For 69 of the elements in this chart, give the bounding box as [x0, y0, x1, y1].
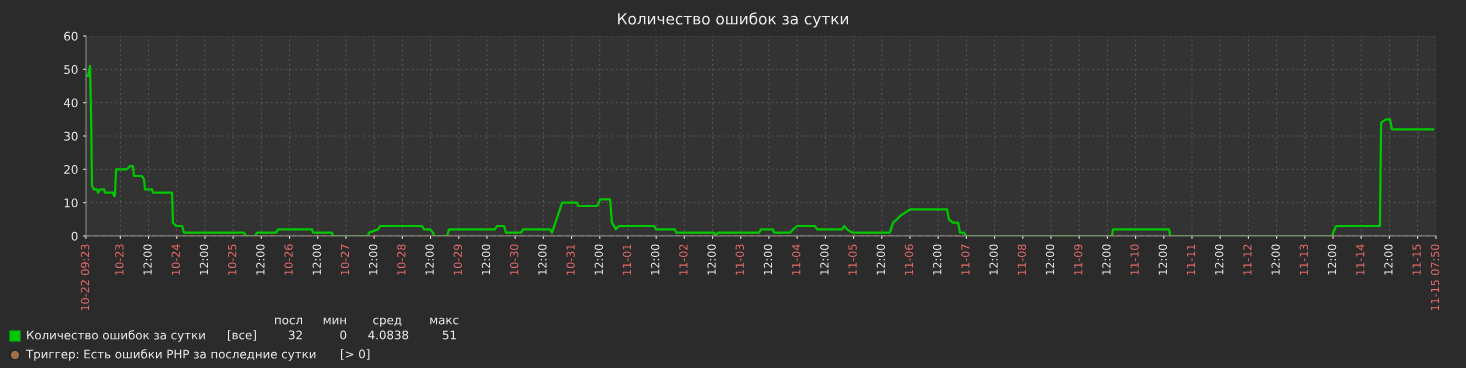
y-tick-label: 30 — [64, 131, 78, 141]
x-tick-label: 12:00 — [199, 244, 209, 275]
y-tick-label: 0 — [71, 231, 78, 241]
x-tick-label: 10-30 — [509, 244, 519, 275]
x-tick-label: 11-06 — [904, 244, 914, 275]
x-tick-label: 11-04 — [791, 244, 801, 275]
x-tick-label: 12:00 — [425, 244, 434, 275]
x-tick-label: 11-12 — [1243, 244, 1252, 275]
x-tick-label: 12:00 — [256, 244, 265, 275]
x-tick-label: 11-13 — [1299, 244, 1309, 275]
text: [> 0] — [341, 349, 370, 360]
text: 51 — [442, 330, 456, 340]
x-tick-label: 12:00 — [650, 244, 660, 275]
x-tick-label: 12:00 — [1327, 244, 1337, 275]
y-tick-label: 20 — [64, 165, 78, 174]
x-tick-label: 11-05 — [848, 244, 857, 275]
x-tick-label: 12:00 — [876, 244, 885, 275]
x-tick-label: 11-03 — [735, 244, 744, 275]
x-tick-label: 10-27 — [340, 244, 350, 275]
x-tick-label: 11-11 — [1186, 244, 1196, 275]
x-tick-label: 10-24 — [171, 244, 180, 275]
y-tick-label: 50 — [64, 65, 78, 74]
x-tick-label: 12:00 — [481, 244, 491, 275]
x-tick-label: 11-10 — [1130, 244, 1139, 275]
x-tick-label: 12:00 — [368, 244, 378, 275]
x-tick-label: 12:00 — [1384, 244, 1393, 275]
y-tick-label: 40 — [63, 98, 78, 108]
x-tick-label: 12:00 — [1045, 244, 1055, 275]
x-tick-label: 11-01 — [622, 244, 632, 275]
x-tick-label: 10-25 — [227, 244, 237, 275]
x-tick-label: 12:00 — [1158, 244, 1168, 275]
x-tick-label: 10-29 — [453, 244, 462, 275]
text: 0 — [340, 330, 347, 340]
legend-label: Триггер: Есть ошибки PHP за последние сутки — [25, 349, 316, 361]
text: мин — [323, 317, 346, 325]
x-tick-label: 10-22 09:23 — [80, 244, 90, 311]
x-tick-label: 10-31 — [566, 244, 575, 275]
x-tick-label: 11-15 — [1412, 244, 1421, 275]
x-tick-label: 10-26 — [284, 244, 293, 275]
x-tick-label: 12:00 — [933, 244, 942, 275]
y-tick-label: 60 — [64, 31, 78, 41]
chart-title: Количество ошибок за сутки — [618, 12, 848, 28]
x-tick-label: 12:00 — [143, 244, 152, 275]
text: сред — [373, 317, 402, 327]
x-tick-label: 11-07 — [961, 244, 970, 275]
x-tick-label: 12:00 — [1215, 244, 1224, 275]
x-tick-label: 11-15 07:50 — [1430, 244, 1440, 311]
x-tick-label: 12:00 — [538, 244, 547, 275]
x-tick-label: 11-14 — [1356, 244, 1365, 275]
x-tick-label: 12:00 — [1271, 244, 1280, 275]
x-tick-label: 12:00 — [312, 244, 321, 275]
x-tick-label: 12:00 — [594, 244, 603, 275]
x-tick-label: 11-08 — [1017, 244, 1026, 275]
x-tick-label: 10-23 — [115, 244, 124, 275]
x-tick-label: 12:00 — [1102, 244, 1111, 275]
text: [все] — [228, 330, 256, 341]
text: 4.0838 — [368, 330, 409, 340]
x-tick-label: 12:00 — [989, 244, 998, 275]
y-tick-label: 10 — [64, 198, 78, 208]
x-tick-label: 11-02 — [679, 244, 688, 275]
text: 32 — [288, 330, 302, 340]
legend-label: Количество ошибок за сутки — [27, 330, 205, 342]
x-tick-label: 10-28 — [397, 244, 406, 275]
text: посл — [275, 317, 303, 325]
x-tick-label: 12:00 — [820, 244, 829, 275]
text: макс — [430, 317, 459, 325]
x-tick-label: 12:00 — [707, 244, 716, 275]
x-tick-label: 11-09 — [1074, 244, 1083, 275]
x-tick-label: 12:00 — [763, 244, 773, 275]
